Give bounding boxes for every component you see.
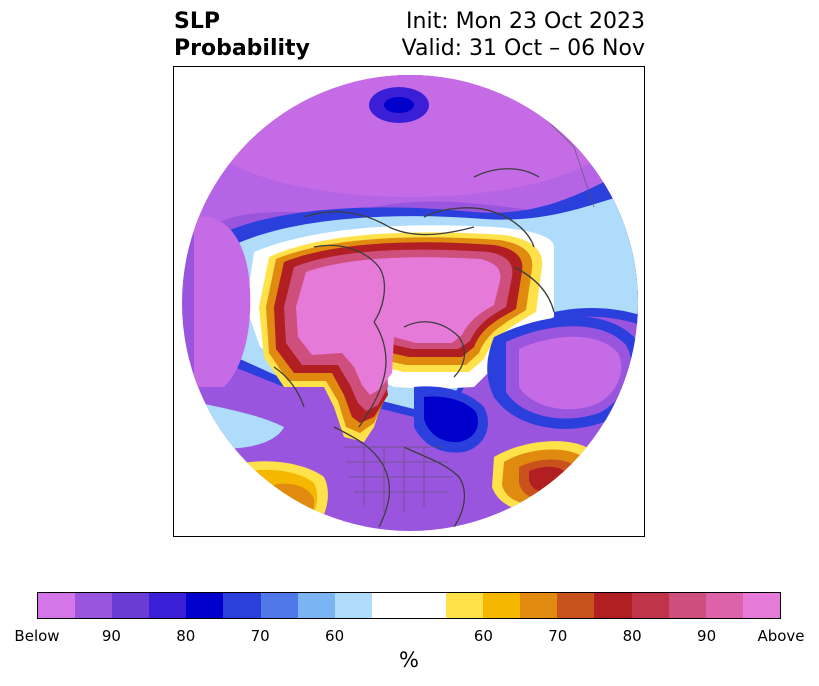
colorbar-cell xyxy=(112,593,150,618)
colorbar-cell xyxy=(297,593,335,618)
colorbar-unit-label: % xyxy=(399,648,419,672)
colorbar-cell xyxy=(742,593,780,618)
title-variable: SLP xyxy=(174,9,220,34)
colorbar-tick-label: 90 xyxy=(697,627,717,645)
colorbar-cell xyxy=(668,593,706,618)
colorbar-cell xyxy=(520,593,558,618)
colorbar-tick-label: 80 xyxy=(176,627,196,645)
colorbar-tick-label: Above xyxy=(757,627,805,645)
colorbar-cell xyxy=(38,593,76,618)
colorbar-cell xyxy=(705,593,743,618)
colorbar-cell xyxy=(75,593,113,618)
colorbar xyxy=(37,592,781,619)
colorbar-cell xyxy=(371,593,409,618)
colorbar-tick-label: 90 xyxy=(101,627,121,645)
colorbar-cell xyxy=(446,593,484,618)
init-date: Init: Mon 23 Oct 2023 xyxy=(406,9,645,34)
colorbar-cell xyxy=(557,593,595,618)
colorbar-tick-label: 60 xyxy=(473,627,493,645)
title-product: Probability xyxy=(174,36,310,61)
title-right: Init: Mon 23 Oct 2023 Valid: 31 Oct – 06… xyxy=(402,8,645,62)
map-panel xyxy=(173,66,645,537)
colorbar-cell xyxy=(408,593,447,618)
colorbar-cell xyxy=(149,593,187,618)
map-svg xyxy=(182,75,638,531)
colorbar-cell xyxy=(223,593,261,618)
colorbar-tick-label: 70 xyxy=(548,627,568,645)
colorbar-tick-label: Below xyxy=(14,627,60,645)
title-left: SLP Probability xyxy=(174,8,310,62)
valid-range: Valid: 31 Oct – 06 Nov xyxy=(401,36,645,61)
colorbar-cell xyxy=(260,593,298,618)
colorbar-cell xyxy=(334,593,372,618)
colorbar-tick-label: 80 xyxy=(622,627,642,645)
colorbar-cell xyxy=(483,593,521,618)
colorbar-tick-label: 70 xyxy=(250,627,270,645)
colorbar-cell xyxy=(631,593,669,618)
colorbar-cell xyxy=(594,593,632,618)
colorbar-cell xyxy=(186,593,224,618)
colorbar-tick-label: 60 xyxy=(325,627,345,645)
